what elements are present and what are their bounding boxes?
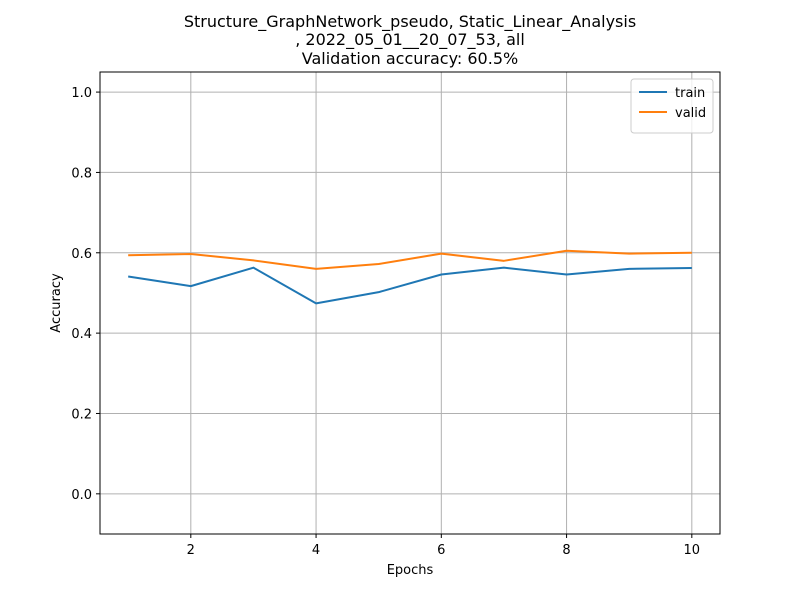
title-line-2: , 2022_05_01__20_07_53, all [295,30,525,50]
legend-label-valid: valid [675,106,706,121]
y-tick-label-1: 0.2 [71,407,92,422]
y-tick-label-0: 0.0 [71,488,92,503]
y-tick-label-3: 0.6 [71,247,92,262]
y-axis-label: Accuracy [49,273,64,333]
legend: train valid [630,78,714,134]
x-tick-label-2: 6 [437,543,445,558]
plot-area-frame [99,71,721,535]
y-tick-label-4: 0.8 [71,166,92,181]
chart-title: Structure_GraphNetwork_pseudo, Static_Li… [184,12,636,68]
series-line-valid [128,249,692,270]
series-lines [128,249,692,305]
legend-label-train: train [675,86,705,101]
x-tick-label-0: 2 [187,543,195,558]
axis-ticks: 2 4 6 8 10 0.0 0.2 0.4 0.6 0.8 1.0 [71,86,700,558]
y-tick-label-5: 1.0 [71,86,92,101]
x-tick-label-1: 4 [312,543,320,558]
x-axis-label: Epochs [387,563,434,578]
y-tick-label-2: 0.4 [71,327,92,342]
title-line-3: Validation accuracy: 60.5% [302,49,518,68]
x-tick-label-3: 8 [562,543,570,558]
series-line-train [128,266,692,305]
grid-lines [100,72,720,534]
title-line-1: Structure_GraphNetwork_pseudo, Static_Li… [184,12,636,32]
x-tick-label-4: 10 [684,543,701,558]
